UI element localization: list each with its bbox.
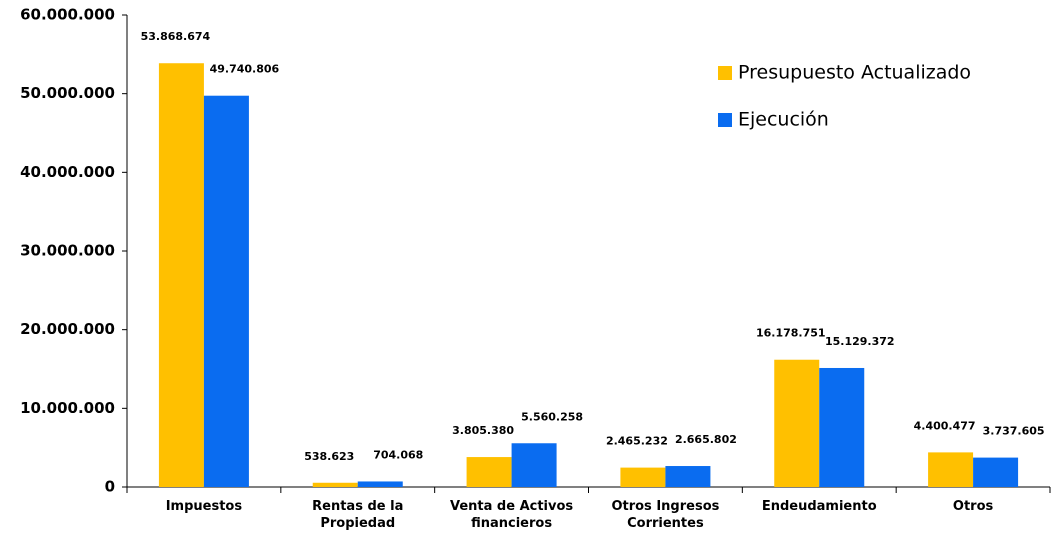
bar (665, 466, 711, 487)
y-tick-label: 30.000.000 (20, 242, 115, 260)
data-label: 53.868.674 (141, 30, 211, 43)
y-tick-label: 40.000.000 (20, 163, 115, 181)
y-tick-label: 20.000.000 (20, 320, 115, 338)
bar (312, 482, 358, 487)
data-label: 15.129.372 (825, 335, 895, 348)
y-tick-label: 10.000.000 (20, 399, 115, 417)
bar (973, 457, 1019, 487)
data-label: 3.737.605 (983, 425, 1045, 438)
data-label: 4.400.477 (914, 419, 976, 432)
legend-swatch (718, 113, 732, 127)
data-label: 3.805.380 (452, 424, 514, 437)
x-tick-label: Rentas de la Propiedad (312, 499, 404, 531)
legend-label: Ejecución (738, 109, 829, 131)
bar (357, 481, 403, 487)
data-label: 704.068 (373, 448, 423, 461)
bar (466, 457, 512, 487)
bar (203, 95, 249, 487)
bar (158, 63, 204, 488)
legend-label: Presupuesto Actualizado (738, 62, 971, 84)
legend-swatch (718, 66, 732, 80)
data-label: 2.465.232 (606, 435, 668, 448)
y-tick-label: 0 (105, 478, 115, 496)
y-tick-label: 50.000.000 (20, 84, 115, 102)
bar (774, 359, 820, 487)
x-tick-label: Venta de Activos financieros (449, 499, 574, 531)
y-tick-label: 60.000.000 (20, 6, 115, 24)
data-label: 49.740.806 (210, 63, 280, 76)
x-tick-label: Endeudamiento (761, 499, 877, 514)
bar (511, 443, 557, 487)
bar (928, 452, 974, 487)
data-label: 538.623 (304, 450, 354, 463)
data-label: 16.178.751 (756, 327, 826, 340)
bar (620, 467, 666, 487)
x-tick-label: Otros (952, 499, 994, 514)
x-tick-label: Impuestos (165, 499, 243, 514)
bar (819, 367, 865, 487)
data-label: 5.560.258 (521, 410, 583, 423)
x-tick-label: Otros Ingresos Corrientes (611, 499, 720, 531)
data-label: 2.665.802 (675, 433, 737, 446)
